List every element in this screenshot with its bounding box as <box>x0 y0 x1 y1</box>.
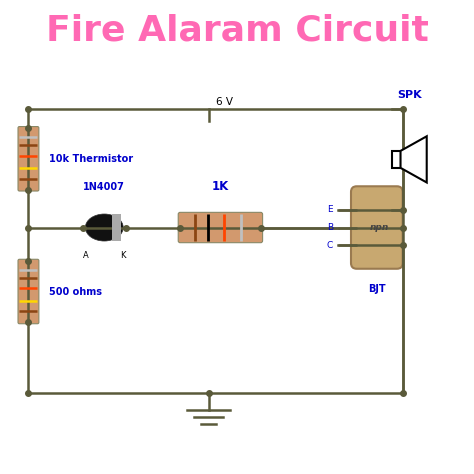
Text: B: B <box>327 223 333 232</box>
Bar <box>112 214 121 241</box>
Text: C: C <box>327 241 333 250</box>
Text: 500 ohms: 500 ohms <box>49 286 102 297</box>
Polygon shape <box>401 137 427 182</box>
Text: npn: npn <box>370 223 389 232</box>
Text: 1N4007: 1N4007 <box>83 182 125 192</box>
Text: SPK: SPK <box>398 90 422 100</box>
FancyBboxPatch shape <box>351 186 402 269</box>
FancyBboxPatch shape <box>18 127 39 191</box>
Text: 10k Thermistor: 10k Thermistor <box>49 154 133 164</box>
Text: E: E <box>328 205 333 214</box>
Text: K: K <box>120 251 126 260</box>
Bar <box>392 151 401 168</box>
Text: A: A <box>82 251 88 260</box>
FancyBboxPatch shape <box>178 212 263 243</box>
Text: 6 V: 6 V <box>216 97 233 107</box>
FancyBboxPatch shape <box>18 259 39 324</box>
Text: BJT: BJT <box>368 284 386 294</box>
Text: Fire Alaram Circuit: Fire Alaram Circuit <box>46 14 428 48</box>
Text: 1K: 1K <box>212 180 229 193</box>
Ellipse shape <box>85 214 123 241</box>
